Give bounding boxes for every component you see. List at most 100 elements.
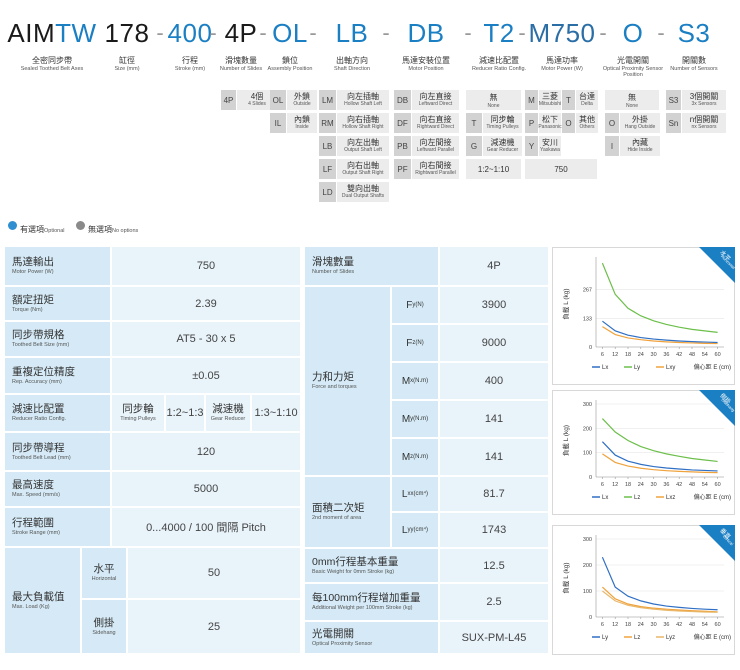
code-part: S3 [677,18,711,48]
option-code-text: M [528,95,535,105]
option-label-en: Rightward Direct [417,123,454,130]
option-label-en: Mitsubishi [538,100,562,107]
x-axis-label: 偏心距 E (cm) [694,363,731,371]
y-tick-label: 267 [583,288,592,294]
cell-label-en: Additional Weight per 100mm Stroke (kg) [312,605,413,612]
code-part: M750 [528,18,596,48]
cell-label-en: Torque (Nm) [12,306,43,313]
chart-frame [552,247,735,385]
value-cell: 141 [440,439,548,475]
segment-label: 光電開關 [617,56,649,65]
option-desc: 松下 Panasonic [538,113,562,133]
x-tick-label: 30 [651,352,657,358]
chart: 0 100 200 300 6 12 18 24 30 36 42 48 54 60 負載 L (kg) Ly… [552,525,735,655]
option-desc: 內藏 Hide Inside [620,136,660,156]
symbol-sub: yy [407,527,414,533]
cell-value: SUX-PM-L45 [461,631,527,644]
x-tick-label: 54 [702,352,708,358]
option-code: LF [319,159,336,179]
legend-item: 無選項No options [88,219,138,237]
badge [699,525,735,561]
legend-dot [8,221,17,230]
y-tick-label: 200 [583,563,592,569]
option-label: 內鎖 [294,115,310,125]
option-label-en: Hang Outside [624,123,656,130]
symbol-sub: z [412,340,416,346]
option-code-text: O [608,118,616,128]
option-label: 外掛 [632,115,648,125]
model-code: LB [292,18,412,48]
option-code: PF [394,159,411,179]
cell-label-en: Force and torques [312,384,357,391]
option-code: I [605,136,619,156]
cell-label-en: Max. Speed (mm/s) [12,492,60,499]
option-label: 向右直接 [419,115,452,125]
option-desc: 其他 Others [576,113,598,133]
legend-item: 有選項Optional [20,219,65,237]
option-code: LD [319,182,336,202]
separator: - [259,20,267,45]
cell-label-en: Rep. Accuracy (mm) [12,378,62,385]
separator: - [209,20,217,45]
cell-value: 2.5 [486,596,502,608]
cell-label: 每100mm行程增加重量 [312,592,421,604]
option-label: n個開關 [689,115,719,125]
unit: (N.m) [413,454,429,460]
value-cell: ±0.05 [112,358,300,393]
model-code: OL [230,18,350,48]
segment-label-en: Optical Proximity Sensor Position [602,66,664,78]
y-tick-label: 0 [589,615,592,621]
separator: - [309,20,317,45]
option-label-en: Leftward Parallel [416,146,455,153]
x-tick-label: 48 [689,482,695,488]
x-tick-label: 30 [651,482,657,488]
x-tick-label: 36 [663,622,669,628]
option-code: IL [270,113,286,133]
option-code-text: S3 [668,95,679,105]
cell-value: AT5 - 30 x 5 [176,333,236,345]
option-desc: 台達 Delta [576,90,598,110]
cell-label: 重複定位精度 [12,365,75,378]
option-label-en: Inside [295,123,309,130]
separator: - [464,20,472,45]
option-label-en: Leftward Direct [418,100,453,107]
option-code: P [525,113,538,133]
x-tick-label: 6 [601,482,604,488]
label-cell: 每100mm行程增加重量 Additional Weight per 100mm … [305,584,438,620]
option-label-en: Delta [581,100,593,107]
model-code: 4P [181,18,301,48]
option-code-text: T [471,118,477,128]
value-cell: 120 [112,433,300,470]
label-cell: 額定扭矩 Torque (Nm) [5,287,110,320]
x-tick-label: 30 [651,622,657,628]
option-label-en: Hollow Shaft Right [342,123,384,130]
cell-value: 9000 [481,337,507,349]
option-code: OL [270,90,286,110]
cell-value: 120 [196,445,216,458]
x-tick-label: 12 [612,482,618,488]
x-tick-label: 60 [715,482,721,488]
option-label: 台達 [579,92,595,102]
option-label-en: Rightward Parallel [415,169,456,176]
cell-label-en: Toothed Belt Lead (mm) [12,454,71,461]
model-code: O [573,18,693,48]
option-code-text: O [565,118,572,128]
cell-value: 750 [196,260,216,272]
label-cell: 馬達輸出 Motor Power (W) [5,247,110,285]
legend-label: Lyz [666,635,675,641]
cell-label-en: Optical Proximity Sensor [312,640,373,647]
value-cell: 12.5 [440,549,548,582]
code-part: 178 [104,18,150,48]
symbol: M [401,451,411,463]
x-tick-label: 18 [625,622,631,628]
cell-value: 400 [484,375,504,387]
option-code-text: PF [397,164,408,174]
cell-label-en: Max. Load (Kg) [12,603,50,610]
segment-label-en: Assembly Position [267,66,313,72]
separator: - [657,20,665,45]
cell-value: ±0.05 [192,369,220,382]
cell-label: 光電開關 [312,627,354,640]
unit: (N) [415,340,424,346]
